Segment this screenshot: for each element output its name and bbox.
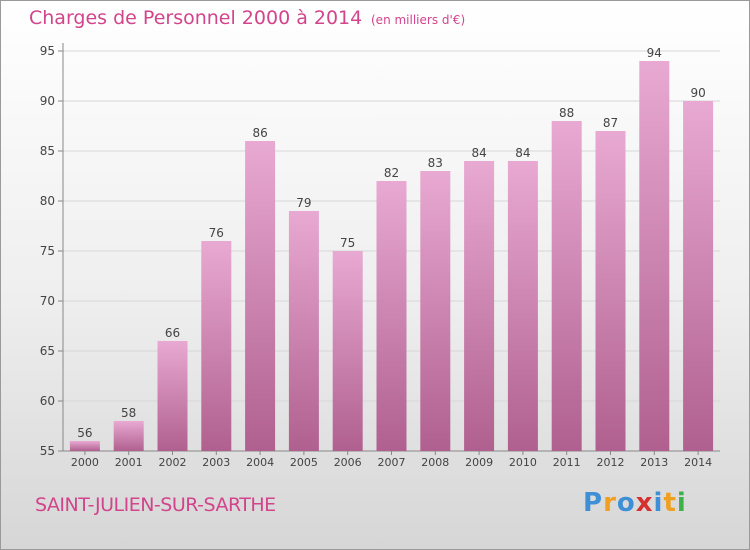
x-tick-label: 2011 xyxy=(553,456,581,469)
axes: 55 60 65 70 75 80 85 90 95 xyxy=(40,43,720,458)
bar-value-label: 75 xyxy=(340,236,355,250)
bar-value-label: 79 xyxy=(296,196,311,210)
logo-letter: o xyxy=(616,488,636,518)
bar xyxy=(113,421,144,451)
logo-letter: i xyxy=(653,488,664,518)
bar-value-label: 87 xyxy=(603,116,618,130)
y-tick-label: 70 xyxy=(40,294,55,308)
logo-letter: x xyxy=(635,488,654,518)
x-tick-label: 2012 xyxy=(597,456,625,469)
x-tick-label: 2013 xyxy=(640,456,668,469)
bar-value-label: 84 xyxy=(471,146,486,160)
logo-letter: P xyxy=(583,488,604,518)
bar-value-label: 56 xyxy=(77,426,92,440)
x-tick-label: 2004 xyxy=(246,456,274,469)
bar-value-label: 86 xyxy=(252,126,267,140)
x-tick-label: 2005 xyxy=(290,456,318,469)
bar-value-label: 88 xyxy=(559,106,574,120)
bar xyxy=(157,341,188,451)
bar-value-label: 66 xyxy=(165,326,180,340)
logo-letter: i xyxy=(676,488,687,518)
x-tick-label: 2006 xyxy=(334,456,362,469)
y-tick-label: 55 xyxy=(40,444,55,458)
x-tick-label: 2007 xyxy=(378,456,406,469)
bar-value-label: 90 xyxy=(690,86,705,100)
y-tick-label: 80 xyxy=(40,194,55,208)
bars xyxy=(69,61,714,451)
bar xyxy=(551,121,582,451)
x-tick-label: 2008 xyxy=(421,456,449,469)
bar xyxy=(288,211,319,451)
y-tick-label: 90 xyxy=(40,94,55,108)
x-tick-label: 2000 xyxy=(71,456,99,469)
y-tick-label: 85 xyxy=(40,144,55,158)
y-tick-label: 95 xyxy=(40,44,55,58)
bar xyxy=(420,171,451,451)
logo-letter: t xyxy=(663,488,677,518)
bar-value-label: 58 xyxy=(121,406,136,420)
bar xyxy=(245,141,276,451)
bar xyxy=(464,161,495,451)
bar-value-label: 83 xyxy=(428,156,443,170)
logo-letter: r xyxy=(603,488,617,518)
y-tick-label: 60 xyxy=(40,394,55,408)
x-tick-label: 2001 xyxy=(115,456,143,469)
x-tick-label: 2010 xyxy=(509,456,537,469)
bar xyxy=(507,161,538,451)
chart-subtitle: (en milliers d'€) xyxy=(371,13,466,27)
bar xyxy=(69,441,100,451)
place-name: SAINT-JULIEN-SUR-SARTHE xyxy=(35,494,276,516)
bar xyxy=(376,181,407,451)
chart-title: Charges de Personnel 2000 à 2014 xyxy=(29,7,363,29)
bar xyxy=(639,61,670,451)
y-tick-label: 65 xyxy=(40,344,55,358)
bar-value-label: 94 xyxy=(647,46,662,60)
labels: 56 2000 58 2001 66 2002 76 2003 86 2004 79 2005 75 20… xyxy=(71,46,712,469)
bar xyxy=(683,101,714,451)
bar xyxy=(201,241,232,451)
proxiti-logo: Proxiti xyxy=(583,488,687,518)
x-tick-label: 2014 xyxy=(684,456,712,469)
bar xyxy=(595,131,626,451)
x-tick-label: 2003 xyxy=(202,456,230,469)
bar-value-label: 82 xyxy=(384,166,399,180)
bar-value-label: 84 xyxy=(515,146,530,160)
bar xyxy=(332,251,363,451)
x-tick-label: 2002 xyxy=(159,456,187,469)
bar-value-label: 76 xyxy=(209,226,224,240)
x-tick-label: 2009 xyxy=(465,456,493,469)
y-tick-label: 75 xyxy=(40,244,55,258)
